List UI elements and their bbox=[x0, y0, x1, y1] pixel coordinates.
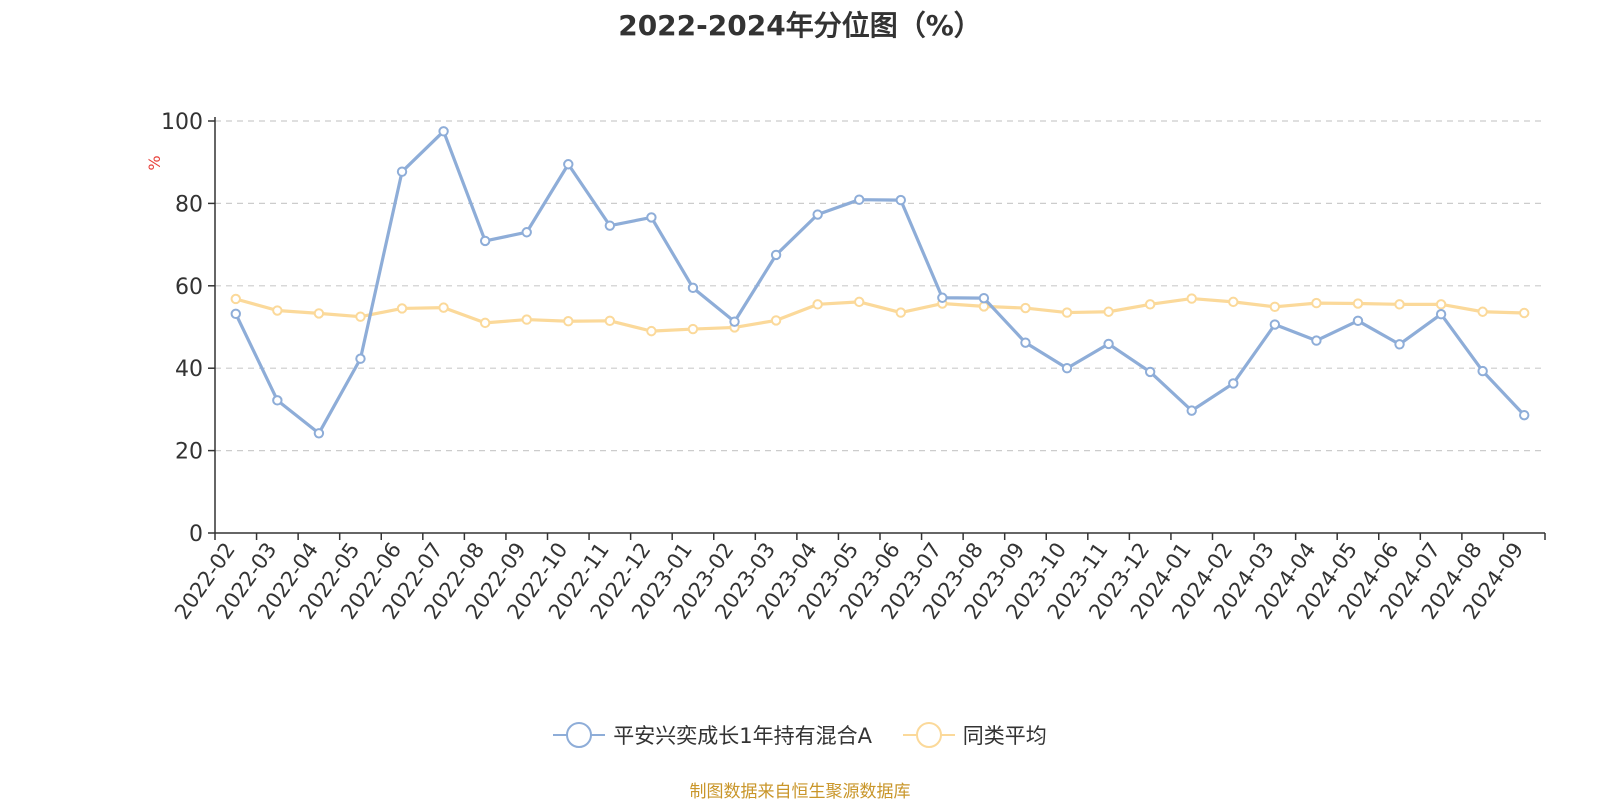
data-point-peer-average bbox=[1144, 299, 1156, 310]
legend-label-peer-average: 同类平均 bbox=[962, 724, 1047, 748]
legend-circle-icon bbox=[902, 722, 955, 748]
data-point-peer-average bbox=[1477, 306, 1488, 317]
legend-item-fund[interactable]: 平安兴奕成长1年持有混合A bbox=[553, 720, 872, 750]
data-point-peer-average bbox=[770, 315, 782, 326]
data-point-peer-average bbox=[1311, 297, 1322, 309]
chart-title: 2022-2024年分位图（%） bbox=[618, 9, 982, 42]
data-point-fund bbox=[1477, 365, 1488, 377]
data-point-peer-average bbox=[1269, 301, 1281, 313]
data-point-peer-average bbox=[1394, 299, 1405, 310]
data-point-fund bbox=[1061, 363, 1073, 374]
data-point-fund bbox=[479, 235, 491, 247]
y-tick-label: 100 bbox=[161, 110, 203, 135]
data-point-fund bbox=[604, 220, 616, 231]
data-point-peer-average bbox=[521, 314, 532, 325]
data-point-fund bbox=[1228, 378, 1239, 389]
data-point-peer-average bbox=[1103, 306, 1114, 317]
data-point-fund bbox=[1394, 339, 1405, 350]
data-point-fund bbox=[1103, 338, 1114, 350]
line-chart: % 0 20 40 60 80 100 2022-022022-032022-042022… bbox=[145, 110, 1546, 624]
data-point-peer-average bbox=[646, 325, 657, 337]
data-point-peer-average bbox=[1519, 307, 1530, 319]
data-point-fund bbox=[1020, 337, 1031, 348]
data-point-fund bbox=[895, 194, 906, 206]
data-point-fund bbox=[230, 308, 241, 320]
data-point-fund bbox=[854, 194, 865, 205]
data-point-fund bbox=[729, 316, 740, 327]
data-point-fund bbox=[1186, 405, 1197, 416]
data-point-fund bbox=[313, 428, 325, 439]
data-point-peer-average bbox=[313, 308, 325, 319]
data-point-peer-average bbox=[272, 305, 283, 316]
x-tick-labels: 2022-022022-032022-042022-052022-062022-… bbox=[170, 538, 1528, 624]
legend-label-fund: 平安兴奕成长1年持有混合A bbox=[613, 724, 873, 748]
data-point-peer-average bbox=[812, 299, 823, 310]
y-tick-label: 80 bbox=[175, 192, 203, 217]
data-point-fund bbox=[1352, 315, 1364, 327]
data-point-fund bbox=[1435, 309, 1447, 320]
data-point-fund bbox=[937, 292, 948, 303]
data-point-fund bbox=[1519, 409, 1530, 421]
data-point-peer-average bbox=[1061, 307, 1073, 318]
data-point-fund bbox=[770, 249, 782, 261]
data-point-fund bbox=[1144, 366, 1156, 378]
data-point-fund bbox=[687, 282, 699, 294]
grid-lines bbox=[215, 120, 1545, 452]
data-point-peer-average bbox=[1435, 299, 1447, 310]
data-point-fund bbox=[521, 227, 532, 238]
data-point-fund bbox=[1311, 335, 1322, 346]
series-line-peer-average bbox=[235, 296, 1525, 333]
data-point-fund bbox=[646, 212, 657, 223]
data-point-peer-average bbox=[355, 311, 366, 322]
data-point-peer-average bbox=[604, 315, 616, 327]
y-tick-labels: 0 20 40 60 80 100 bbox=[161, 110, 203, 547]
data-point-fund bbox=[563, 159, 574, 170]
data-point-peer-average bbox=[1020, 302, 1031, 314]
data-point-peer-average bbox=[438, 302, 449, 313]
data-point-peer-average bbox=[396, 303, 408, 314]
data-point-peer-average bbox=[479, 317, 491, 329]
y-tick-label: 40 bbox=[175, 357, 203, 382]
data-point-peer-average bbox=[895, 307, 906, 318]
y-tick-label: 0 bbox=[189, 522, 203, 547]
data-point-peer-average bbox=[563, 316, 574, 327]
data-point-fund bbox=[812, 209, 823, 220]
data-point-peer-average bbox=[854, 296, 865, 308]
data-point-fund bbox=[1269, 319, 1281, 330]
y-tick-label: 60 bbox=[175, 275, 203, 300]
data-point-fund bbox=[438, 126, 449, 137]
data-point-fund bbox=[355, 353, 366, 364]
data-point-peer-average bbox=[1186, 293, 1197, 304]
data-point-peer-average bbox=[230, 293, 241, 305]
data-point-peer-average bbox=[1228, 296, 1239, 308]
data-point-peer-average bbox=[687, 323, 699, 335]
data-point-fund bbox=[978, 292, 990, 304]
legend-circle-icon bbox=[553, 722, 606, 748]
y-axis-unit-label: % bbox=[145, 155, 164, 170]
legend-item-peer-average[interactable]: 同类平均 bbox=[902, 720, 1047, 750]
data-point-fund bbox=[272, 395, 283, 406]
data-point-fund bbox=[396, 166, 408, 177]
series-lines bbox=[230, 126, 1530, 439]
series-line-fund bbox=[234, 129, 1526, 435]
axes bbox=[208, 117, 1546, 540]
data-point-peer-average bbox=[1352, 298, 1364, 309]
y-tick-label: 20 bbox=[175, 440, 203, 465]
legend: 平安兴奕成长1年持有混合A 同类平均 bbox=[0, 720, 1600, 753]
data-source-note: 制图数据来自恒生聚源数据库 bbox=[689, 782, 911, 802]
